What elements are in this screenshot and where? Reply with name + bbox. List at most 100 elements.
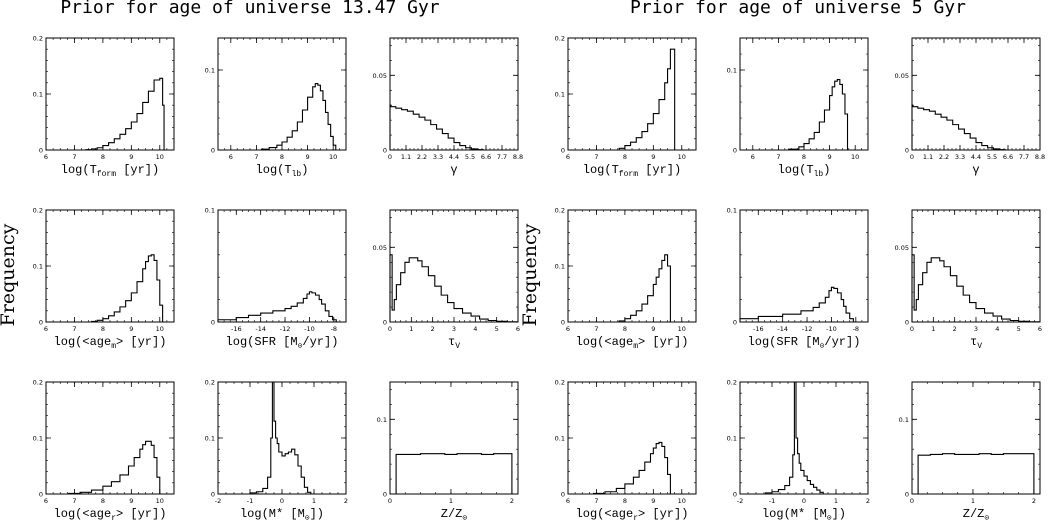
histogram-outline xyxy=(788,79,851,151)
x-tick-label: 2 xyxy=(510,497,514,505)
minor-ticks xyxy=(567,381,697,495)
axes-frame xyxy=(389,381,519,495)
panel-right-r1-c1: -16 -14 -12 -10 -8 0 0.1 log(SFR [M⊙​/yr]) xyxy=(727,207,869,351)
axes-frame xyxy=(567,209,697,323)
x-axis-label: τV​ xyxy=(448,335,460,351)
x-tick-label: 6 xyxy=(44,153,48,161)
x-tick-label: -16 xyxy=(231,325,242,333)
histogram-outline xyxy=(90,254,166,323)
panel-right-r1-c0: 6 7 8 9 10 0 0.1 0.2 log(<agem​> [yr]) xyxy=(555,207,697,351)
left-y-axis-label: Frequency xyxy=(0,223,19,326)
x-tick-label: 4.4 xyxy=(971,153,981,161)
x-tick-label: 6 xyxy=(566,153,570,161)
x-tick-label: 6 xyxy=(751,153,755,161)
histogram-outline xyxy=(618,48,677,151)
y-tick-label: 0 xyxy=(561,319,565,327)
x-tick-label: 9 xyxy=(651,497,655,505)
panel-right-r0-c0: 6 7 8 9 10 0 0.1 0.2 log(Tform​ [yr]) xyxy=(555,35,697,179)
x-tick-label: 10 xyxy=(678,153,686,161)
x-tick-label: 5 xyxy=(495,325,499,333)
minor-ticks xyxy=(911,382,1040,495)
x-axis-label: log(SFR [M⊙​/yr]) xyxy=(748,335,861,351)
x-tick-label: 9 xyxy=(828,153,832,161)
x-tick-label: 1.1 xyxy=(401,153,411,161)
histogram-outline xyxy=(389,104,489,151)
x-tick-label: -12 xyxy=(280,325,291,333)
histogram-outline xyxy=(260,83,339,151)
axes-frame xyxy=(911,381,1041,495)
x-tick-label: 6 xyxy=(566,325,570,333)
x-tick-label: -14 xyxy=(777,325,788,333)
x-tick-label: 3.3 xyxy=(955,153,965,161)
y-tick-label: 0 xyxy=(39,147,43,155)
x-tick-label: 9 xyxy=(129,497,133,505)
y-tick-label: 0.1 xyxy=(555,91,565,99)
x-tick-label: -8 xyxy=(853,325,859,333)
y-tick-label: 0 xyxy=(211,319,215,327)
x-tick-label: 8 xyxy=(802,153,806,161)
panel-right-r2-c2: 0 1 2 0 0.1 Z/Z⊙​ xyxy=(899,381,1041,523)
y-tick-label: 0 xyxy=(39,319,43,327)
x-tick-label: -14 xyxy=(255,325,266,333)
y-tick-label: 0 xyxy=(383,319,387,327)
x-tick-label: 8 xyxy=(101,325,105,333)
minor-ticks xyxy=(217,37,347,151)
x-axis-label: log(Tform​ [yr]) xyxy=(61,163,159,179)
minor-ticks xyxy=(389,382,518,495)
x-axis-label: log(M* [M⊙​]) xyxy=(762,507,846,523)
x-tick-label: 0 xyxy=(280,497,284,505)
histogram-outline xyxy=(739,286,858,323)
x-tick-label: 10 xyxy=(156,497,164,505)
y-tick-label: 0 xyxy=(561,147,565,155)
axes-frame xyxy=(739,37,869,151)
axes-frame xyxy=(911,209,1041,323)
x-tick-label: 0 xyxy=(388,497,392,505)
histogram-outline xyxy=(390,453,518,495)
panel-left-r2-c2: 0 1 2 0 0.1 Z/Z⊙​ xyxy=(377,381,519,523)
x-axis-label: Z/Z⊙​ xyxy=(441,507,468,523)
y-tick-label: 0.1 xyxy=(727,207,737,215)
panel-left-r1-c1: -16 -14 -12 -10 -8 0 0.1 log(SFR [M⊙​/yr]) xyxy=(205,207,347,351)
histogram-outline xyxy=(249,381,314,495)
minor-ticks xyxy=(217,209,347,323)
x-tick-label: 7.7 xyxy=(1019,153,1029,161)
x-tick-label: 8 xyxy=(101,153,105,161)
x-tick-label: 5 xyxy=(1017,325,1021,333)
x-tick-label: 0 xyxy=(910,325,914,333)
y-tick-label: 0.1 xyxy=(555,435,565,443)
x-tick-label: 9 xyxy=(651,153,655,161)
axes-frame xyxy=(739,209,869,323)
histogram-outline xyxy=(912,453,1040,495)
x-tick-label: 0 xyxy=(388,153,392,161)
right-block-title: Prior for age of universe 5 Gyr xyxy=(630,0,966,18)
axes-frame xyxy=(217,381,347,495)
left-block-title: Prior for age of universe 13.47 Gyr xyxy=(60,0,439,18)
x-tick-label: 8.8 xyxy=(513,153,523,161)
y-tick-label: 0.05 xyxy=(895,244,909,252)
panel-left-r2-c0: 6 7 8 9 10 0 0.1 0.2 log(<ager​> [yr]) xyxy=(33,379,175,523)
axes-frame xyxy=(45,381,175,495)
y-tick-label: 0.1 xyxy=(205,435,215,443)
x-tick-label: 10 xyxy=(678,325,686,333)
x-tick-label: -1 xyxy=(247,497,253,505)
panel-right-r2-c1: -2 -1 0 1 2 0 0.1 0.2 log(M* [M⊙​]) xyxy=(727,379,870,524)
y-tick-label: 0 xyxy=(905,491,909,499)
x-tick-label: 1.1 xyxy=(923,153,933,161)
x-tick-label: 8 xyxy=(280,153,284,161)
x-tick-label: 0 xyxy=(802,497,806,505)
x-tick-label: 4.4 xyxy=(449,153,459,161)
histogram-outline xyxy=(618,254,674,323)
x-tick-label: 5.5 xyxy=(987,153,997,161)
x-tick-label: 6 xyxy=(516,325,520,333)
x-tick-label: -8 xyxy=(331,325,337,333)
x-axis-label: log(Tform​ [yr]) xyxy=(583,163,681,179)
x-tick-label: 10 xyxy=(851,153,859,161)
y-tick-label: 0 xyxy=(561,491,565,499)
y-tick-label: 0.1 xyxy=(377,416,387,424)
y-tick-label: 0.1 xyxy=(33,263,43,271)
x-tick-label: 9 xyxy=(129,153,133,161)
y-tick-label: 0.1 xyxy=(727,435,737,443)
minor-ticks xyxy=(911,38,1041,151)
x-tick-label: 2.2 xyxy=(939,153,949,161)
